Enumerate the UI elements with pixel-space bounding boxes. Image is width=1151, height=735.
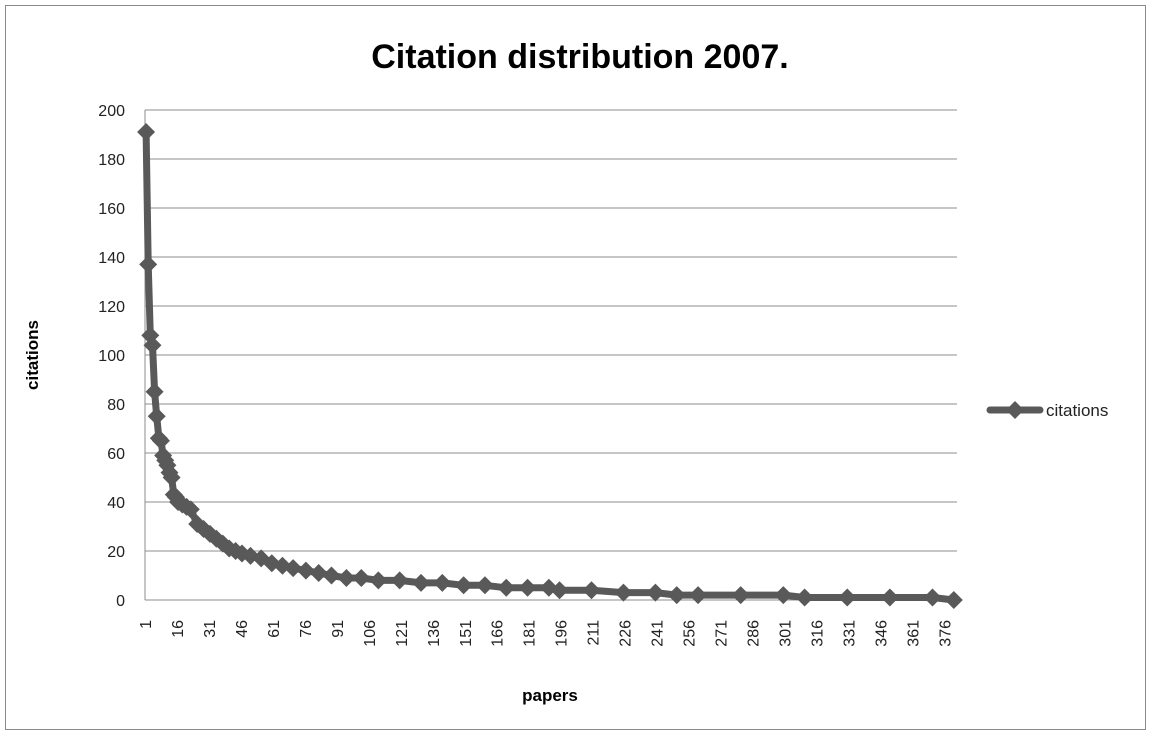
y-tick-label: 160 xyxy=(98,201,125,218)
data-point xyxy=(731,586,750,605)
data-point xyxy=(147,407,166,426)
y-tick-label: 200 xyxy=(98,103,125,120)
x-tick-label: 76 xyxy=(298,620,315,638)
x-tick-label: 376 xyxy=(937,620,954,647)
x-tick-label: 226 xyxy=(618,620,635,647)
data-point xyxy=(433,573,452,592)
x-tick-label: 1 xyxy=(138,620,155,629)
x-tick-label: 256 xyxy=(682,620,699,647)
x-tick-label: 106 xyxy=(362,620,379,647)
x-tick-label: 286 xyxy=(745,620,762,647)
y-tick-label: 140 xyxy=(98,250,125,267)
series-citations xyxy=(137,123,963,609)
data-point xyxy=(518,578,537,597)
data-point xyxy=(614,583,633,602)
chart-frame xyxy=(5,5,1146,730)
x-tick-label: 136 xyxy=(426,620,443,647)
data-point xyxy=(923,588,942,607)
x-tick-label: 46 xyxy=(234,620,251,638)
x-tick-label: 271 xyxy=(713,620,730,647)
x-tick-label: 91 xyxy=(330,620,347,638)
data-point xyxy=(944,591,963,609)
data-point xyxy=(137,123,156,142)
y-tick-label: 100 xyxy=(98,348,125,365)
x-tick-label: 16 xyxy=(170,620,187,638)
y-tick-label: 120 xyxy=(98,299,125,316)
x-tick-labels: 1 16 31 46 61 76 91 106 121 136 151 166 181 196 211 226… xyxy=(138,620,954,647)
series-line-citations xyxy=(142,128,958,604)
gridlines xyxy=(145,109,957,552)
legend-label-citations: citations xyxy=(1046,401,1108,420)
y-tick-label: 60 xyxy=(107,446,125,463)
x-tick-label: 181 xyxy=(522,620,539,647)
data-point xyxy=(284,559,303,578)
x-tick-label: 361 xyxy=(905,620,922,647)
data-point xyxy=(309,564,328,583)
data-point xyxy=(454,576,473,595)
data-point xyxy=(139,255,158,274)
data-point xyxy=(411,573,430,592)
x-tick-label: 31 xyxy=(202,620,219,638)
x-tick-label: 301 xyxy=(777,620,794,647)
data-point xyxy=(145,382,164,401)
data-point xyxy=(795,588,814,607)
x-tick-label: 166 xyxy=(490,620,507,647)
data-point xyxy=(352,568,371,587)
chart-title: Citation distribution 2007. xyxy=(371,38,788,76)
data-point xyxy=(497,578,516,597)
data-point xyxy=(646,583,665,602)
x-tick-label: 211 xyxy=(586,620,603,646)
data-point xyxy=(838,588,857,607)
data-point xyxy=(151,431,170,450)
x-tick-label: 121 xyxy=(394,620,411,647)
data-point xyxy=(390,571,409,590)
legend-marker-citations xyxy=(1006,401,1024,419)
x-tick-label: 331 xyxy=(841,620,858,647)
data-point xyxy=(550,581,569,600)
data-point xyxy=(369,571,388,590)
x-tick-label: 316 xyxy=(809,620,826,647)
y-axis-label: citations xyxy=(23,320,42,390)
data-point xyxy=(322,566,341,585)
y-tick-label: 0 xyxy=(116,593,125,610)
x-tick-label: 346 xyxy=(873,620,890,647)
data-point xyxy=(774,586,793,605)
data-point xyxy=(162,468,181,487)
data-point xyxy=(337,568,356,587)
y-tick-label: 80 xyxy=(107,397,125,414)
y-tick-label: 180 xyxy=(98,152,125,169)
x-axis-label: papers xyxy=(522,686,578,705)
data-point xyxy=(296,561,315,580)
data-point xyxy=(181,500,200,519)
x-tick-label: 196 xyxy=(554,620,571,647)
x-tick-label: 61 xyxy=(266,620,283,638)
data-point xyxy=(880,588,899,607)
y-tick-label: 20 xyxy=(107,544,125,561)
data-point xyxy=(667,586,686,605)
data-point xyxy=(475,576,494,595)
y-tick-label: 40 xyxy=(107,495,125,512)
x-tick-label: 241 xyxy=(650,620,667,647)
data-point xyxy=(582,581,601,600)
x-tick-label: 151 xyxy=(458,620,475,647)
y-tick-labels: 0 20 40 60 80 100 120 140 160 180 200 xyxy=(98,103,125,610)
legend: citations xyxy=(986,401,1108,420)
data-point xyxy=(143,336,162,355)
data-point xyxy=(689,586,708,605)
